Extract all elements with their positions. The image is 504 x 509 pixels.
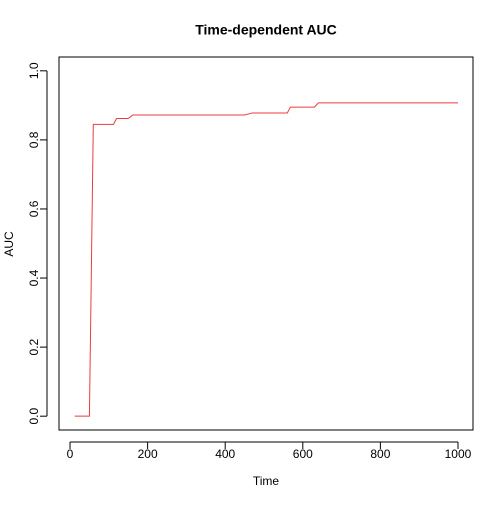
y-tick-label: 1.0 — [27, 62, 41, 79]
x-tick-label: 800 — [370, 447, 390, 461]
x-tick-label: 1000 — [445, 447, 472, 461]
y-tick-label: 0.0 — [27, 408, 41, 425]
x-axis-label: Time — [253, 474, 280, 488]
plot-box — [58, 56, 474, 431]
y-tick-label: 0.4 — [27, 269, 41, 286]
x-tick-label: 200 — [138, 447, 158, 461]
y-tick-label: 0.8 — [27, 131, 41, 148]
y-tick-label: 0.6 — [27, 200, 41, 217]
x-tick-label: 0 — [67, 447, 74, 461]
x-tick-label: 600 — [293, 447, 313, 461]
data-line — [74, 102, 458, 417]
chart-title: Time-dependent AUC — [195, 22, 337, 38]
x-tick-label: 400 — [215, 447, 235, 461]
y-axis-label: AUC — [2, 231, 16, 257]
y-tick-label: 0.2 — [27, 338, 41, 355]
